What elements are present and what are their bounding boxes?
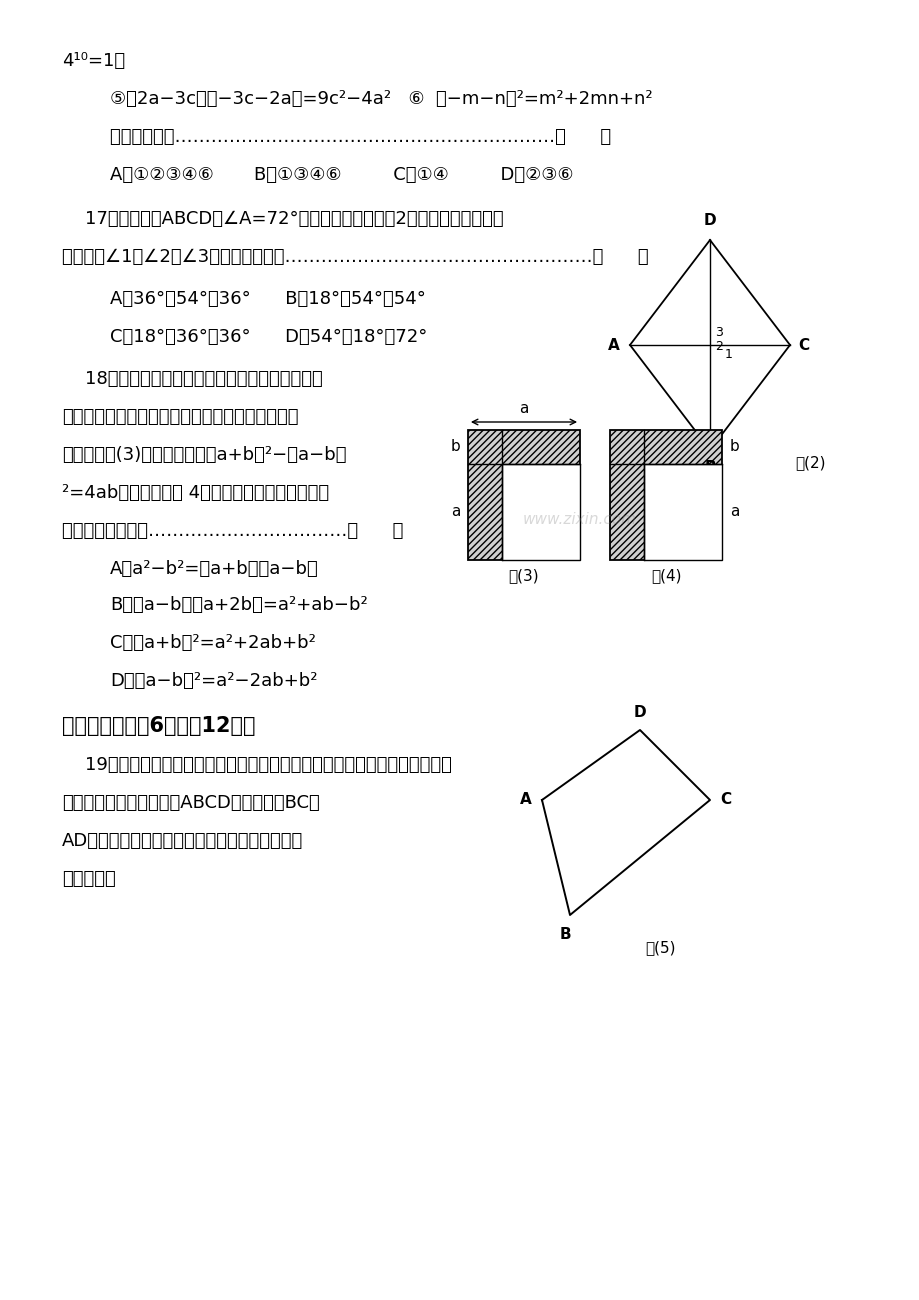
- Text: b: b: [729, 439, 739, 454]
- Text: A: A: [519, 793, 531, 807]
- Polygon shape: [501, 464, 579, 560]
- Text: 19、现有一把木工师傅专用的曲尺（两边互相垂直且有刻度），你能用这把: 19、现有一把木工师傅专用的曲尺（两边互相垂直且有刻度），你能用这把: [62, 757, 451, 773]
- Text: B: B: [559, 927, 570, 942]
- Text: ⑤（2a−3c）（−3c−2a）=9c²−4a²   ⑥  （−m−n）²=m²+2mn+n²: ⑤（2a−3c）（−3c−2a）=9c²−4a² ⑥ （−m−n）²=m²+2m…: [110, 90, 652, 108]
- Text: 用一些硬纸片拼成的图形面积来解释一些代数恒等: 用一些硬纸片拼成的图形面积来解释一些代数恒等: [62, 408, 298, 426]
- Text: 2: 2: [714, 341, 722, 354]
- Text: 3: 3: [714, 326, 722, 339]
- Text: 17、已知菱形ABCD，∠A=72°，将它分割成如图（2）所示的四个等腼三: 17、已知菱形ABCD，∠A=72°，将它分割成如图（2）所示的四个等腼三: [62, 211, 503, 227]
- Text: b: b: [449, 439, 460, 454]
- Text: C、（a+b）²=a²+2ab+b²: C、（a+b）²=a²+2ab+b²: [110, 634, 315, 653]
- Text: B: B: [703, 460, 715, 474]
- Text: D: D: [633, 705, 646, 720]
- Text: D、（a−b）²=a²−2ab+b²: D、（a−b）²=a²−2ab+b²: [110, 672, 317, 690]
- Text: 图(5): 图(5): [644, 940, 675, 956]
- Text: C: C: [720, 793, 731, 807]
- Text: 4¹⁰=1，: 4¹⁰=1，: [62, 52, 125, 70]
- Text: A、a²−b²=（a+b）（a−b）: A、a²−b²=（a+b）（a−b）: [110, 560, 318, 578]
- Text: a: a: [518, 400, 528, 416]
- Text: B、（a−b）（a+2b）=a²+ab−b²: B、（a−b）（a+2b）=a²+ab−b²: [110, 595, 368, 614]
- Text: 恒等式，此等式是……………………………（      ）: 恒等式，此等式是……………………………（ ）: [62, 523, 403, 540]
- Text: A、36°，54°，36°      B、18°，54°，54°: A、36°，54°，36° B、18°，54°，54°: [110, 290, 425, 308]
- Polygon shape: [643, 464, 721, 560]
- Text: 三、实践题（公6分，共12分）: 三、实践题（公6分，共12分）: [62, 716, 255, 736]
- Text: A、①②③④⑥       B、①③④⑥         C、①④         D、②③⑥: A、①②③④⑥ B、①③④⑥ C、①④ D、②③⑥: [110, 166, 573, 185]
- Text: C、18°，36°，36°      D、54°，18°，72°: C、18°，36°，36° D、54°，18°，72°: [110, 328, 427, 346]
- Text: a: a: [729, 504, 739, 519]
- Text: ²=4ab。那么通过图 4）面积的计算，验证了一个: ²=4ab。那么通过图 4）面积的计算，验证了一个: [62, 484, 329, 502]
- Text: 1: 1: [724, 348, 732, 361]
- Text: 图(3): 图(3): [508, 568, 539, 582]
- Text: 其中正确的有………………………………………………………（      ）: 其中正确的有………………………………………………………（ ）: [110, 127, 610, 146]
- Text: 说明理由。: 说明理由。: [62, 870, 116, 888]
- Text: www.zixin.com: www.zixin.com: [522, 512, 636, 528]
- Text: 式。例如图(3)可以用来解释（a+b）²−（a−b）: 式。例如图(3)可以用来解释（a+b）²−（a−b）: [62, 446, 346, 464]
- Text: D: D: [703, 213, 716, 228]
- Text: a: a: [450, 504, 460, 519]
- Polygon shape: [468, 430, 579, 560]
- Text: 18、我们已经接触了很多代数恒等式，知道可以: 18、我们已经接触了很多代数恒等式，知道可以: [62, 370, 323, 387]
- Text: A: A: [607, 338, 619, 352]
- Text: 图(2): 图(2): [794, 455, 824, 471]
- Text: AD是否平行？如果能说明你的办法；如果不能，: AD是否平行？如果能说明你的办法；如果不能，: [62, 832, 303, 850]
- Text: 图(4): 图(4): [650, 568, 680, 582]
- Polygon shape: [609, 430, 721, 560]
- Text: 尺来检查一块四边形木板ABCD的一组对边BC与: 尺来检查一块四边形木板ABCD的一组对边BC与: [62, 794, 320, 812]
- Text: C: C: [797, 338, 808, 352]
- Text: 角形，则∠1，∠2，∠3，的度数分别是……………………………………………（      ）: 角形，则∠1，∠2，∠3，的度数分别是……………………………………………（ ）: [62, 248, 648, 266]
